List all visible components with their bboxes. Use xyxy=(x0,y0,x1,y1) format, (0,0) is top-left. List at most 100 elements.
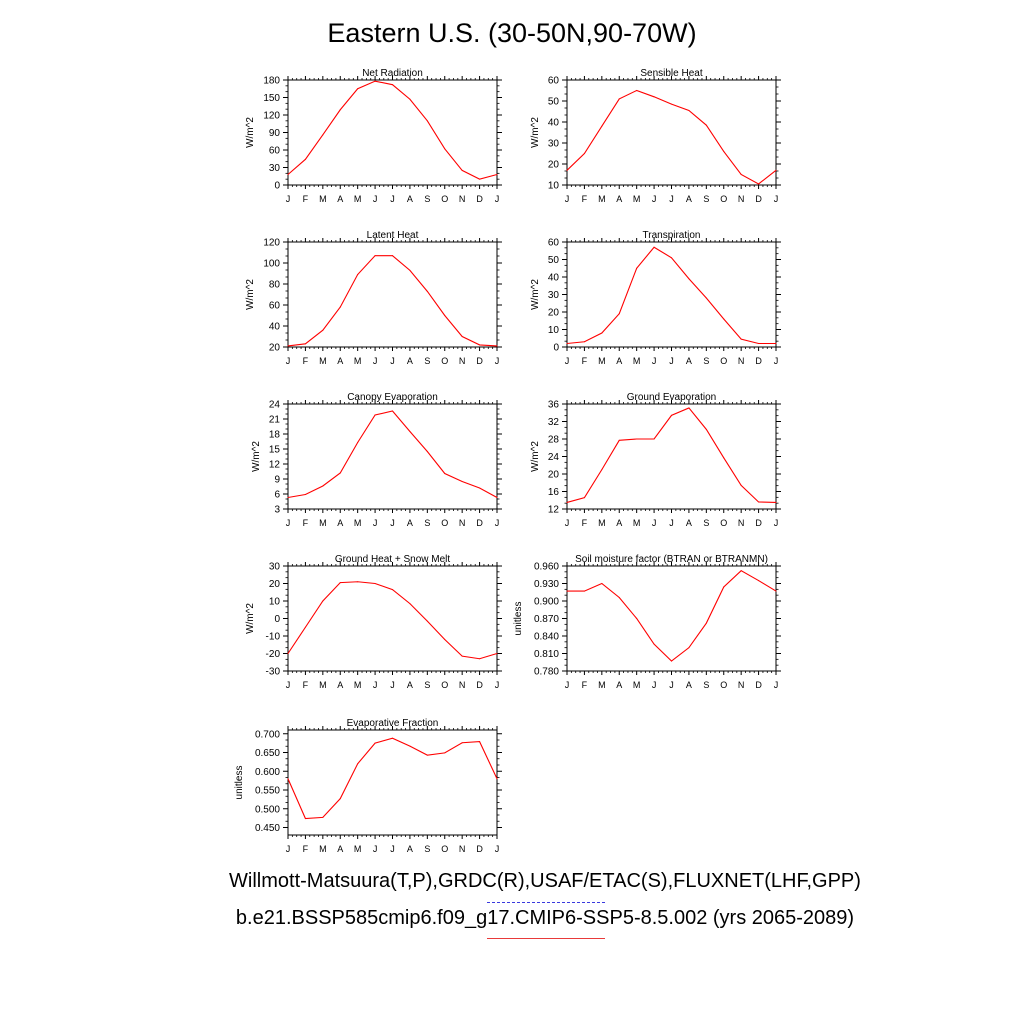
y-tick-label: 9 xyxy=(274,475,280,486)
panel-title: Transpiration xyxy=(643,230,701,241)
x-tick-label: J xyxy=(652,518,657,528)
x-tick-label: D xyxy=(476,356,483,366)
x-tick-label: A xyxy=(686,194,692,204)
data-point xyxy=(444,148,446,150)
data-point xyxy=(426,620,428,622)
panel-title: Canopy Evaporation xyxy=(347,392,438,403)
x-tick-label: S xyxy=(424,680,430,690)
data-point xyxy=(444,473,446,474)
data-point xyxy=(339,472,341,474)
x-tick-label: M xyxy=(319,518,327,528)
x-tick-label: J xyxy=(652,680,657,690)
x-tick-label: M xyxy=(354,518,362,528)
x-tick-label: S xyxy=(424,518,430,528)
data-point xyxy=(636,267,638,269)
y-tick-label: 0.960 xyxy=(534,562,559,573)
x-tick-label: F xyxy=(303,194,309,204)
data-point xyxy=(688,278,690,280)
data-point xyxy=(374,414,376,416)
data-point xyxy=(496,174,498,175)
x-tick-label: M xyxy=(598,680,606,690)
data-point xyxy=(479,487,481,489)
panel-frame xyxy=(287,729,498,836)
data-point xyxy=(339,306,341,308)
x-tick-label: S xyxy=(703,518,709,528)
data-point xyxy=(461,655,463,657)
x-tick-label: J xyxy=(669,518,674,528)
x-tick-label: A xyxy=(616,356,622,366)
x-tick-label: N xyxy=(738,194,745,204)
y-axis-label: W/m^2 xyxy=(530,279,541,310)
y-tick-label: 0 xyxy=(274,181,280,192)
data-point xyxy=(287,497,289,498)
x-tick-label: J xyxy=(565,680,570,690)
data-point xyxy=(566,590,568,592)
x-tick-label: J xyxy=(774,518,779,528)
y-tick-label: 90 xyxy=(269,128,281,139)
data-point xyxy=(461,336,463,337)
y-tick-label: 30 xyxy=(548,139,560,150)
data-point xyxy=(322,485,324,487)
data-point xyxy=(444,752,446,754)
x-tick-label: A xyxy=(616,194,622,204)
y-tick-label: -20 xyxy=(266,649,281,660)
x-tick-label: A xyxy=(616,680,622,690)
data-point xyxy=(496,653,498,654)
y-tick-label: 150 xyxy=(263,93,280,104)
y-tick-label: 15 xyxy=(269,445,281,456)
data-point xyxy=(653,96,655,98)
y-tick-label: 0.870 xyxy=(534,614,559,625)
y-tick-label: 40 xyxy=(548,273,560,284)
data-point xyxy=(479,178,481,180)
data-point xyxy=(705,124,707,126)
y-tick-label: 20 xyxy=(548,470,560,481)
data-point xyxy=(339,582,341,584)
data-point xyxy=(426,754,428,756)
series-line-0 xyxy=(566,407,777,503)
data-point xyxy=(392,589,393,591)
x-tick-label: M xyxy=(319,680,327,690)
x-tick-label: S xyxy=(703,194,709,204)
data-point xyxy=(461,481,463,482)
data-point xyxy=(566,169,568,171)
x-tick-label: D xyxy=(476,518,483,528)
y-tick-label: -30 xyxy=(266,667,281,678)
data-point xyxy=(583,153,585,154)
y-tick-label: 28 xyxy=(548,435,560,446)
y-tick-label: 20 xyxy=(548,308,560,319)
x-tick-label: J xyxy=(390,356,395,366)
y-tick-label: 10 xyxy=(548,325,560,336)
data-point xyxy=(287,345,289,347)
x-tick-label: O xyxy=(441,518,448,528)
y-tick-label: 21 xyxy=(269,415,281,426)
x-tick-label: M xyxy=(354,680,362,690)
x-tick-label: J xyxy=(495,518,500,528)
data-point xyxy=(479,658,481,660)
y-tick-label: 10 xyxy=(269,597,281,608)
data-point xyxy=(461,169,463,171)
x-tick-label: A xyxy=(407,194,413,204)
series-line-0 xyxy=(287,410,498,499)
x-tick-label: N xyxy=(738,518,745,528)
data-point xyxy=(409,745,411,747)
x-tick-label: M xyxy=(633,194,641,204)
data-point xyxy=(723,457,725,459)
data-point xyxy=(601,469,603,471)
data-point xyxy=(426,120,428,122)
panel-frame xyxy=(287,241,498,348)
data-point xyxy=(304,494,306,495)
x-tick-label: J xyxy=(373,356,378,366)
data-point xyxy=(688,647,690,649)
x-tick-label: D xyxy=(755,194,762,204)
y-tick-label: 60 xyxy=(548,76,560,87)
data-point xyxy=(374,80,376,82)
series-line-0 xyxy=(287,80,498,180)
figure-title: Eastern U.S. (30-50N,90-70W) xyxy=(327,18,697,48)
x-tick-label: J xyxy=(774,680,779,690)
panel-7: Soil moisture factor (BTRAN or BTRANMN) J… xyxy=(513,554,781,690)
data-point xyxy=(304,158,306,160)
x-tick-label: D xyxy=(476,194,483,204)
x-tick-label: J xyxy=(565,194,570,204)
data-point xyxy=(426,451,428,452)
